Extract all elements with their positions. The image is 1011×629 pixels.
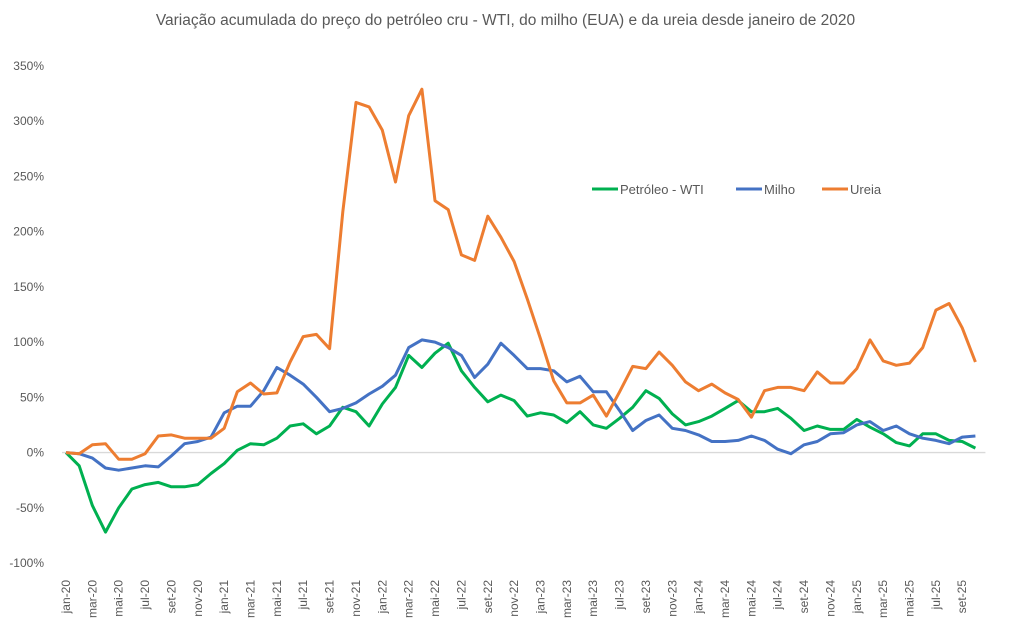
x-tick-label: mai-24 — [744, 580, 758, 617]
x-tick-label: mar-22 — [402, 580, 416, 618]
x-tick-label: mai-21 — [270, 580, 284, 617]
y-tick-label: 200% — [13, 225, 44, 239]
y-tick-label: -50% — [16, 501, 44, 515]
series-line-0 — [64, 341, 977, 534]
y-tick-label: 50% — [20, 390, 44, 404]
x-tick-label: jan-21 — [217, 580, 231, 615]
y-tick-label: -100% — [9, 556, 44, 570]
x-tick-label: jul-23 — [613, 580, 627, 611]
x-tick-label: set-23 — [639, 580, 653, 614]
x-tick-label: jul-20 — [138, 580, 152, 611]
y-tick-label: 0% — [27, 446, 45, 460]
x-tick-label: mai-22 — [428, 580, 442, 617]
x-tick-label: set-25 — [955, 580, 969, 614]
x-tick-label: jan-20 — [59, 580, 73, 615]
legend-label-0: Petróleo - WTI — [620, 182, 704, 197]
series-line-1 — [65, 338, 976, 472]
legend-label-2: Ureia — [850, 182, 882, 197]
x-tick-label: jan-24 — [692, 580, 706, 615]
y-tick-label: 150% — [13, 280, 44, 294]
x-tick-label: set-24 — [797, 580, 811, 614]
series-line-2 — [65, 87, 977, 461]
x-tick-label: mai-25 — [903, 580, 917, 617]
x-tick-label: jul-21 — [296, 580, 310, 611]
x-tick-label: jan-23 — [533, 580, 547, 615]
y-tick-label: 300% — [13, 114, 44, 128]
x-tick-label: nov-21 — [349, 580, 363, 617]
y-tick-label: 350% — [13, 59, 44, 73]
x-tick-label: mar-23 — [560, 580, 574, 618]
x-tick-label: set-20 — [164, 580, 178, 614]
x-tick-label: jul-25 — [929, 580, 943, 611]
x-tick-label: mar-21 — [244, 580, 258, 618]
x-tick-label: jul-24 — [771, 580, 785, 611]
x-tick-label: jan-25 — [850, 580, 864, 615]
y-tick-label: 250% — [13, 169, 44, 183]
x-tick-label: jan-22 — [375, 580, 389, 615]
legend-label-1: Milho — [764, 182, 795, 197]
x-tick-label: mar-24 — [718, 580, 732, 618]
chart-title: Variação acumulada do preço do petróleo … — [155, 12, 856, 29]
x-tick-label: nov-20 — [191, 580, 205, 617]
y-tick-label: 100% — [13, 335, 44, 349]
x-tick-label: mai-20 — [112, 580, 126, 617]
x-tick-label: set-21 — [323, 580, 337, 614]
x-tick-label: set-22 — [481, 580, 495, 614]
x-tick-label: nov-24 — [823, 580, 837, 617]
x-tick-label: mai-23 — [586, 580, 600, 617]
x-tick-label: jul-22 — [454, 580, 468, 611]
x-tick-label: nov-22 — [507, 580, 521, 617]
x-tick-label: mar-20 — [85, 580, 99, 618]
x-tick-label: nov-23 — [665, 580, 679, 617]
x-tick-label: mar-25 — [876, 580, 890, 618]
